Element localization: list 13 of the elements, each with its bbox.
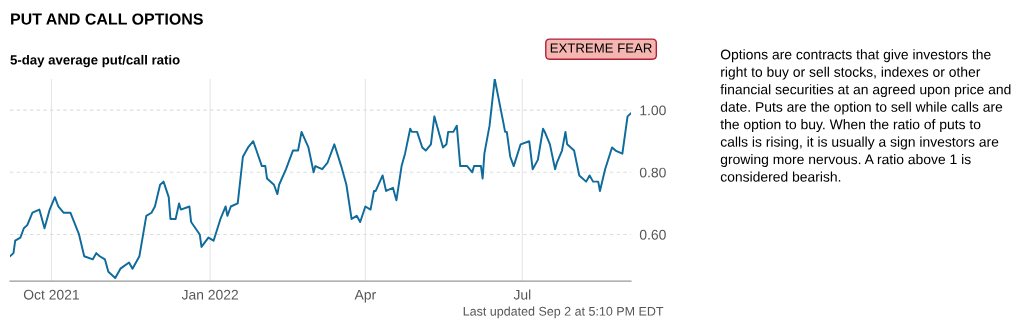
text: Options are contracts that give investors the right to buy or sell stocks, indexes or other financial securities at an agreed upon price and date. Puts are the option to sell while calls are the option to buy. When the ratio of puts to calls is rising, it is usually a sign investors are growing more nervous. A ratio above 1 is considered bearish. bbox=[720, 49, 1011, 182]
y-tick-label: 0.60 bbox=[639, 229, 666, 240]
y-tick-label: 1.00 bbox=[640, 105, 666, 116]
x-tick-label: Oct 2021 bbox=[23, 289, 79, 300]
x-tick-label: Jan 2022 bbox=[181, 289, 238, 300]
line-series bbox=[10, 79, 631, 279]
x-tick-label: Apr bbox=[354, 289, 376, 303]
text: EXTREME FEAR bbox=[550, 43, 652, 53]
y-tick-label: 0.80 bbox=[639, 167, 666, 178]
chart-title: PUT AND CALL OPTIONS bbox=[11, 13, 203, 25]
text: Last updated Sep 2 at 5:10 PM EDT bbox=[463, 306, 664, 319]
x-tick-label: Jul bbox=[513, 289, 531, 300]
chart-subtitle: 5-day average put/call ratio bbox=[10, 54, 180, 68]
